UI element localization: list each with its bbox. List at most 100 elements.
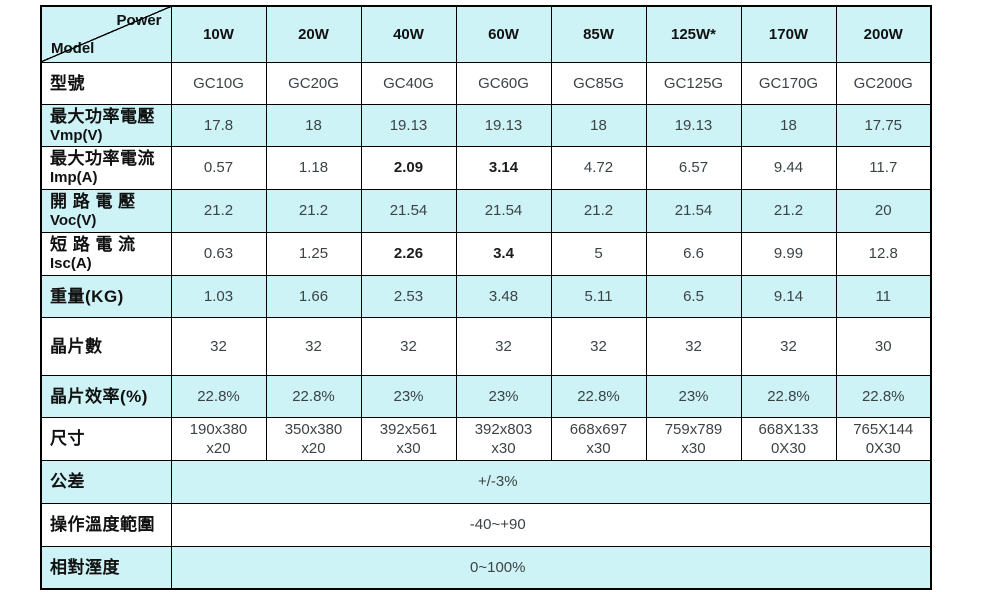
col-header-85w: 85W [550,5,647,63]
spec-cell: 21.2 [550,188,647,233]
spec-cell: 18 [550,103,647,147]
spec-cell: 0.57 [170,145,267,190]
col-header-10w: 10W [170,5,267,63]
spec-cell: 22.8% [835,374,932,418]
spec-cell: 19.13 [645,103,742,147]
spec-cell: 22.8% [740,374,837,418]
spec-cell: 17.75 [835,103,932,147]
spec-cell: 23% [360,374,457,418]
row-label-tolerance: 公差 [40,459,172,504]
col-header-40w: 40W [360,5,457,63]
spec-cell: 6.6 [645,231,742,276]
spec-cell: 350x380 x20 [265,416,362,461]
spec-cell: 668X133 0X30 [740,416,837,461]
spec-cell: 19.13 [455,103,552,147]
spec-cell: GC40G [360,61,457,105]
spec-cell: 32 [740,316,837,376]
spec-cell: 6.5 [645,274,742,318]
spec-cell: 32 [265,316,362,376]
spec-cell: GC20G [265,61,362,105]
spec-cell: GC60G [455,61,552,105]
spec-cell: 9.14 [740,274,837,318]
row-label-imp: 最大功率電流 Imp(A) [40,145,172,190]
spec-cell: 21.2 [170,188,267,233]
operating-temperature-value-cell: -40~+90 [170,502,932,547]
spec-cell: 19.13 [360,103,457,147]
spec-cell: 2.26 [360,231,457,276]
row-label-relative-humidity: 相對溼度 [40,545,172,590]
spec-cell: 3.4 [455,231,552,276]
tolerance-value-cell: +/-3% [170,459,932,504]
spec-cell: 12.8 [835,231,932,276]
spec-cell: 6.57 [645,145,742,190]
spec-cell: 392x803 x30 [455,416,552,461]
corner-power-label: Power [116,12,162,29]
spec-cell: 21.2 [265,188,362,233]
spec-cell: 765X144 0X30 [835,416,932,461]
row-label-isc: 短 路 電 流 Isc(A) [40,231,172,276]
spec-cell: 23% [455,374,552,418]
spec-cell: 30 [835,316,932,376]
row-label-cell-efficiency: 晶片效率(%) [40,374,172,418]
spec-cell: 21.54 [645,188,742,233]
spec-cell: 4.72 [550,145,647,190]
spec-cell: 23% [645,374,742,418]
col-header-125w: 125W* [645,5,742,63]
spec-cell: 190x380 x20 [170,416,267,461]
row-label-voc: 開 路 電 壓 Voc(V) [40,188,172,233]
spec-cell: GC200G [835,61,932,105]
spec-cell: 392x561 x30 [360,416,457,461]
spec-cell: 3.14 [455,145,552,190]
spec-cell: 759x789 x30 [645,416,742,461]
corner-model-label: Model [51,39,95,57]
row-label-vmp: 最大功率電壓 Vmp(V) [40,103,172,147]
spec-table: Power Model 10W 20W 40W 60W 85W 125W* 17… [40,5,932,590]
spec-cell: 1.03 [170,274,267,318]
spec-cell: GC85G [550,61,647,105]
spec-cell: 5.11 [550,274,647,318]
spec-cell: 20 [835,188,932,233]
spec-cell: 18 [265,103,362,147]
spec-cell: 11 [835,274,932,318]
spec-cell: 1.25 [265,231,362,276]
spec-cell: 668x697 x30 [550,416,647,461]
spec-cell: 32 [360,316,457,376]
spec-cell: 9.99 [740,231,837,276]
spec-cell: 32 [550,316,647,376]
diagonal-divider-line [42,7,170,61]
spec-cell: 17.8 [170,103,267,147]
spec-cell: 22.8% [550,374,647,418]
spec-cell: GC125G [645,61,742,105]
spec-cell: 2.53 [360,274,457,318]
spec-cell: 21.54 [360,188,457,233]
spec-cell: 21.54 [455,188,552,233]
spec-cell: 32 [455,316,552,376]
spec-cell: 32 [170,316,267,376]
spec-cell: 1.18 [265,145,362,190]
col-header-20w: 20W [265,5,362,63]
spec-cell: 18 [740,103,837,147]
spec-cell: 0.63 [170,231,267,276]
spec-cell: 3.48 [455,274,552,318]
power-model-corner-cell: Power Model [40,5,172,63]
col-header-60w: 60W [455,5,552,63]
row-label-cell-count: 晶片數 [40,316,172,376]
relative-humidity-value-cell: 0~100% [170,545,932,590]
spec-cell: 22.8% [170,374,267,418]
col-header-200w: 200W [835,5,932,63]
spec-cell: 2.09 [360,145,457,190]
spec-cell: 22.8% [265,374,362,418]
row-label-weight: 重量(KG) [40,274,172,318]
spec-cell: 32 [645,316,742,376]
row-label-operating-temperature: 操作溫度範圍 [40,502,172,547]
spec-cell: 5 [550,231,647,276]
col-header-170w: 170W [740,5,837,63]
row-label-model-number: 型號 [40,61,172,105]
row-label-dimensions: 尺寸 [40,416,172,461]
spec-cell: 1.66 [265,274,362,318]
spec-cell: 9.44 [740,145,837,190]
spec-cell: GC10G [170,61,267,105]
spec-cell: 21.2 [740,188,837,233]
spec-cell: GC170G [740,61,837,105]
spec-cell: 11.7 [835,145,932,190]
